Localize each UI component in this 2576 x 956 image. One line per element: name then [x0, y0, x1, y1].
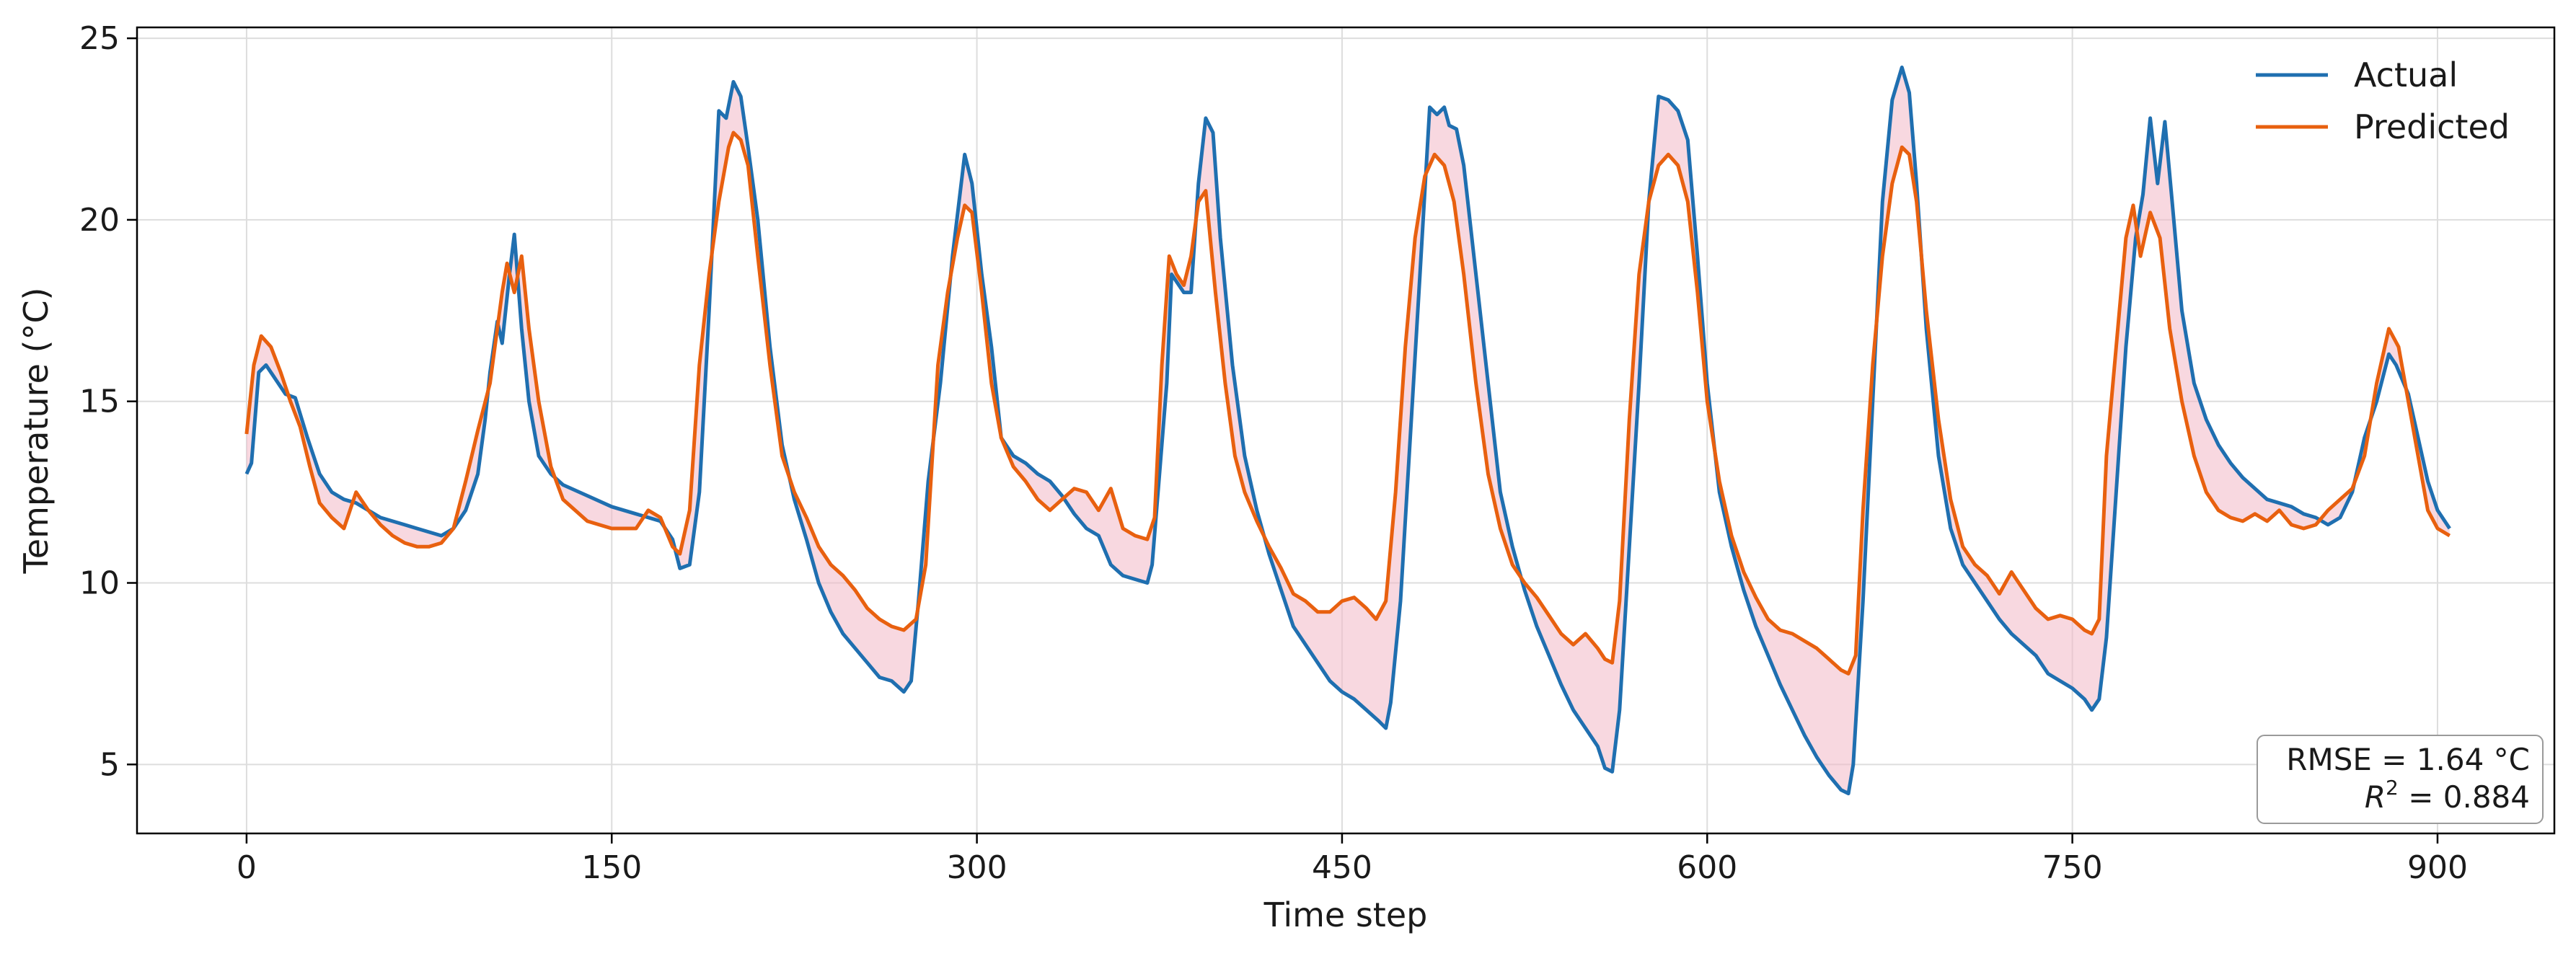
metrics-box	[2257, 735, 2544, 824]
r2-text: R2 = 0.884	[2365, 776, 2530, 815]
x-tick-label: 900	[2407, 849, 2468, 886]
y-tick-label: 20	[79, 202, 120, 239]
plot-frame	[136, 26, 2556, 835]
metrics-annotation: RMSE = 1.64 °C R2 = 0.884	[2257, 735, 2544, 824]
y-tick-label: 25	[79, 20, 120, 57]
y-axis-label: Temperature (°C)	[17, 287, 56, 574]
x-tick-label: 150	[581, 849, 642, 886]
actual-series-line	[244, 65, 2451, 796]
x-axis-label: Time step	[1263, 895, 1428, 934]
predicted-series-line	[244, 130, 2451, 676]
x-tick-label: 750	[2042, 849, 2103, 886]
legend-actual-label: Actual	[2354, 56, 2458, 94]
r2-superscript: 2	[2386, 776, 2399, 800]
error-band	[246, 67, 2450, 794]
legend-predicted-label: Predicted	[2354, 107, 2510, 146]
x-tick-label: 0	[237, 849, 257, 886]
rmse-text: RMSE = 1.64 °C	[2286, 742, 2530, 777]
x-axis-ticks: 0 150 300 450 600 750 900	[237, 833, 2468, 886]
y-tick-label: 15	[79, 384, 120, 420]
y-tick-label: 5	[100, 746, 120, 783]
grid-lines	[137, 27, 2554, 833]
r2-symbol: R	[2365, 779, 2386, 815]
x-tick-label: 450	[1312, 849, 1372, 886]
x-tick-label: 600	[1677, 849, 1737, 886]
y-axis-ticks: 5 10 15 20 25	[79, 20, 137, 783]
x-tick-label: 300	[947, 849, 1007, 886]
y-tick-label: 10	[79, 565, 120, 602]
r2-value: = 0.884	[2399, 779, 2530, 815]
legend: Actual Predicted	[2256, 56, 2510, 146]
